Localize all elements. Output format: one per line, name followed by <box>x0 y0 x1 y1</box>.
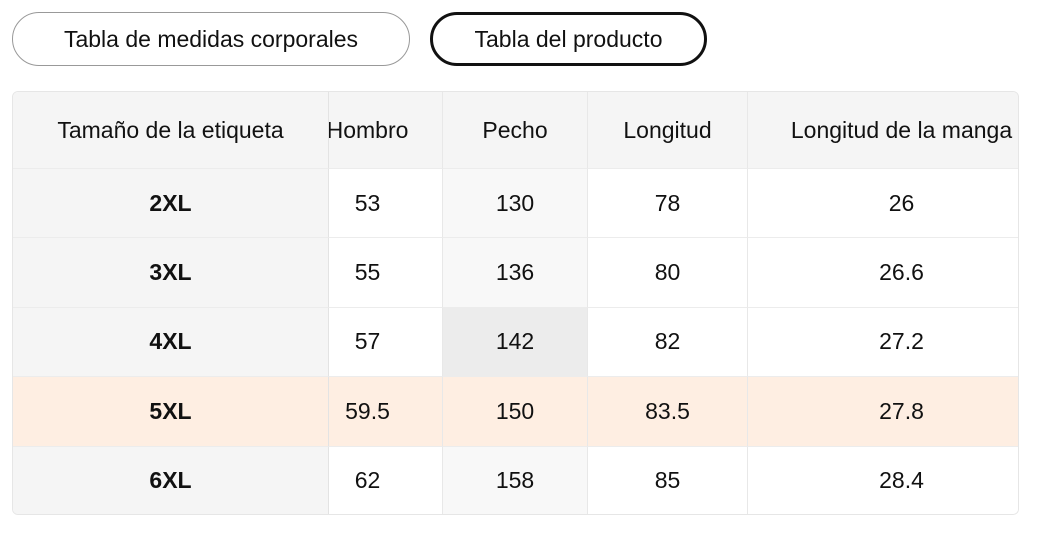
table-cell: 28.4 <box>748 446 1018 514</box>
table-cell: 5XL <box>13 377 329 447</box>
table-cell: 2XL <box>13 169 329 239</box>
table-cell: 130 <box>443 169 588 239</box>
table-cell: 4XL <box>13 307 329 378</box>
header-cell: Pecho <box>443 92 588 169</box>
table-cell: 80 <box>588 238 748 308</box>
table-cell: 78 <box>588 169 748 239</box>
table-cell: 136 <box>443 238 588 308</box>
table-cell: 26.6 <box>748 238 1018 308</box>
table-cell: 150 <box>443 377 588 447</box>
table-cell: 142 <box>443 307 588 378</box>
table-cell: 158 <box>443 446 588 514</box>
tab-selected[interactable]: Tabla del producto <box>430 12 707 66</box>
table-cell: 83.5 <box>588 377 748 447</box>
header-cell: Longitud de la manga <box>748 92 1018 169</box>
header-cell: Tamaño de la etiqueta <box>13 92 329 169</box>
table-cell: 6XL <box>13 446 329 514</box>
table-cell: 27.8 <box>748 377 1018 447</box>
header-cell: Longitud <box>588 92 748 169</box>
size-table: Tamaño de la etiqueta Hombro Pecho Longitud… <box>12 91 1019 515</box>
table-cell: 3XL <box>13 238 329 308</box>
table-cell: 85 <box>588 446 748 514</box>
table-cell: 82 <box>588 307 748 378</box>
table-cell: 27.2 <box>748 307 1018 378</box>
tab[interactable]: Tabla de medidas corporales <box>12 12 410 66</box>
table-cell: 26 <box>748 169 1018 239</box>
